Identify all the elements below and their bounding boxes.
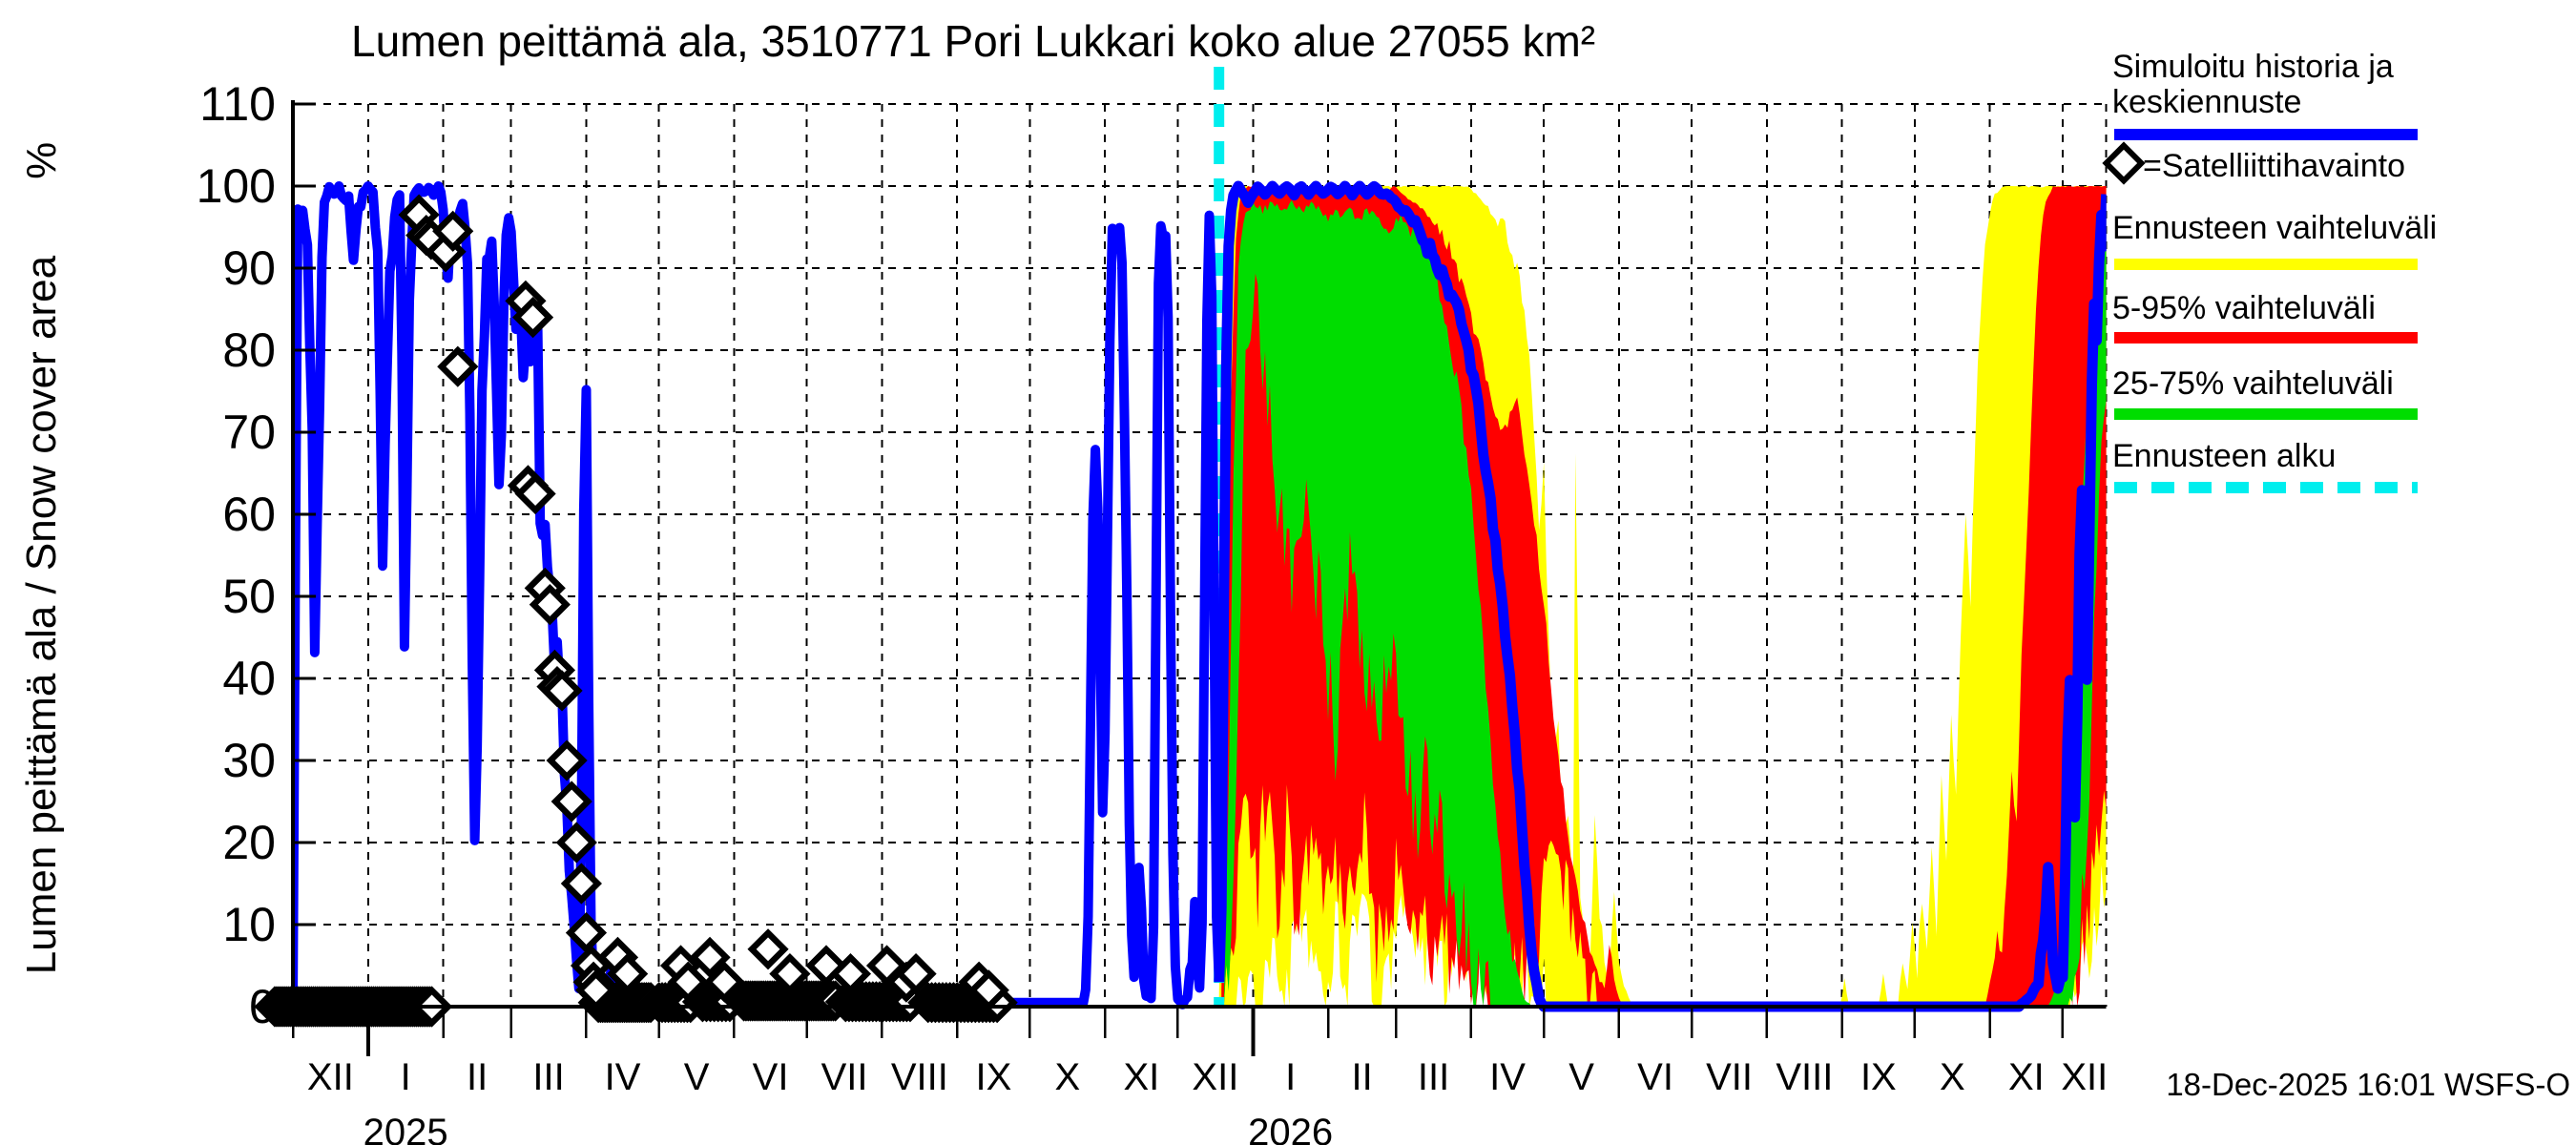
satellite-observation-diamond (667, 961, 709, 1003)
x-month-label: XII (2061, 1056, 2108, 1098)
legend-forecast-start-swatch (2114, 482, 2418, 493)
legend-satellite-label: =Satelliittihavainto (2143, 148, 2406, 184)
x-month-label: II (467, 1056, 488, 1098)
x-month-label: IX (975, 1056, 1011, 1098)
legend-p25-75-label: 25-75% vaihteluväli (2112, 365, 2394, 402)
satellite-observation-diamond (514, 472, 556, 515)
satellite-observation-diamond (432, 210, 474, 252)
x-month-label: XI (2008, 1056, 2045, 1098)
y-tick-label: 60 (222, 488, 276, 541)
x-month-label: IV (605, 1056, 641, 1098)
x-year-label: 2025 (364, 1112, 448, 1145)
x-month-label: XII (1192, 1056, 1238, 1098)
chart-title: Lumen peittämä ala, 3510771 Pori Lukkari… (351, 16, 1596, 66)
satellite-observation-diamond (437, 345, 479, 387)
y-tick-label: 110 (199, 77, 276, 131)
y-tick-label: 0 (249, 980, 276, 1033)
legend-history-swatch (2114, 129, 2418, 140)
satellite-observation-diamond (829, 953, 872, 995)
satellite-observation-diamond (546, 739, 588, 781)
x-month-label: VI (753, 1056, 789, 1098)
x-month-label: X (1940, 1056, 1965, 1098)
satellite-observation-diamond (560, 863, 602, 905)
satellite-observation-diamond (747, 928, 789, 970)
y-axis-label-text: Lumen peittämä ala / Snow cover area (18, 255, 65, 975)
satellite-observation-diamond (541, 670, 583, 712)
legend-history-label-line2: keskiennuste (2112, 84, 2302, 120)
satellite-observation-diamond (511, 297, 554, 339)
timestamp: 18-Dec-2025 16:01 WSFS-O (2166, 1067, 2570, 1102)
satellite-observation-diamond (565, 912, 608, 954)
legend-range-label: Ennusteen vaihteluväli (2112, 210, 2438, 246)
y-tick-label: 20 (222, 816, 276, 869)
legend-p5-95-swatch (2114, 332, 2418, 344)
x-month-label: I (401, 1056, 411, 1098)
x-month-label: VI (1637, 1056, 1673, 1098)
x-month-label: VII (1706, 1056, 1753, 1098)
y-tick-label: 50 (222, 570, 276, 623)
x-month-label: IX (1860, 1056, 1897, 1098)
x-month-label: II (1351, 1056, 1372, 1098)
x-month-label: V (684, 1056, 710, 1098)
legend-range-swatch (2114, 259, 2418, 270)
legend-satellite-item: =Satelliittihavainto (2102, 141, 2406, 185)
p25_75_band (1223, 199, 2107, 1007)
x-month-label: XII (307, 1056, 354, 1098)
satellite-observation-diamond (551, 781, 592, 822)
satellite-observation-diamond (689, 936, 731, 978)
satellite-observation-diamond (529, 584, 571, 626)
legend-forecast-start-label: Ennusteen alku (2112, 438, 2337, 474)
legend: Simuloitu historia ja keskiennuste =Sate… (2102, 0, 2570, 592)
x-month-label: VIII (1776, 1056, 1833, 1098)
y-tick-label: 90 (222, 241, 276, 295)
x-month-label: IV (1489, 1056, 1526, 1098)
y-tick-label: 40 (222, 652, 276, 705)
y-tick-label: 100 (197, 159, 276, 213)
x-month-label: I (1285, 1056, 1296, 1098)
x-month-label: VIII (891, 1056, 948, 1098)
y-tick-label: 10 (222, 898, 276, 951)
satellite-observations (254, 194, 1018, 1028)
satellite-observation-diamond (555, 822, 597, 864)
x-month-label: III (1418, 1056, 1449, 1098)
forecast-bands (1218, 186, 2107, 1007)
y-tick-label: 30 (222, 734, 276, 787)
x-month-label: XI (1123, 1056, 1159, 1098)
y-tick-label: 70 (222, 406, 276, 459)
x-month-label: V (1568, 1056, 1594, 1098)
legend-history-label-line1: Simuloitu historia ja (2112, 49, 2394, 85)
satellite-diamond-icon (2102, 141, 2146, 185)
satellite-observation-diamond (895, 953, 937, 995)
x-month-label: VII (821, 1056, 868, 1098)
axes (291, 100, 2107, 1056)
satellite-observation-diamond (703, 961, 745, 1003)
satellite-observation-diamond (769, 953, 811, 995)
x-month-label: III (532, 1056, 564, 1098)
x-month-label: X (1055, 1056, 1081, 1098)
y-axis-label: Lumen peittämä ala / Snow cover area% (18, 142, 66, 974)
legend-p5-95-label: 5-95% vaihteluväli (2112, 290, 2376, 326)
x-year-label: 2026 (1248, 1112, 1333, 1145)
y-axis-unit: % (18, 141, 65, 179)
satellite-observation-diamond (607, 953, 649, 995)
y-tick-label: 80 (222, 323, 276, 377)
legend-p25-75-swatch (2114, 408, 2418, 420)
